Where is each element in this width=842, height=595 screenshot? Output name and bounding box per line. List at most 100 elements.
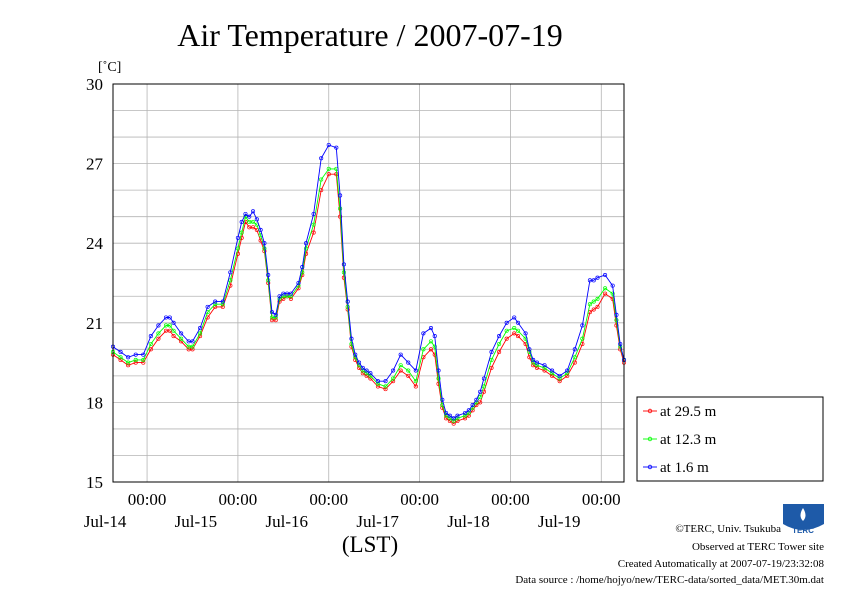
data-point xyxy=(391,379,396,384)
data-point xyxy=(220,304,225,309)
data-point xyxy=(277,294,282,299)
data-point xyxy=(190,339,195,344)
x-tick-date: Jul-14 xyxy=(84,512,127,531)
water-drop-icon xyxy=(800,508,806,521)
data-point xyxy=(375,379,381,384)
data-point xyxy=(186,339,191,344)
data-point xyxy=(360,371,365,376)
data-point xyxy=(451,418,456,424)
data-point xyxy=(375,384,381,389)
data-point xyxy=(338,206,343,211)
data-point xyxy=(179,339,184,344)
x-tick-date: Jul-19 xyxy=(538,512,581,531)
data-point xyxy=(591,278,596,283)
data-point xyxy=(565,368,570,373)
data-point xyxy=(413,384,418,389)
data-point xyxy=(247,225,252,230)
data-point xyxy=(515,334,521,339)
data-point xyxy=(273,318,278,323)
data-point xyxy=(512,326,517,331)
data-point xyxy=(436,376,441,381)
data-point xyxy=(133,357,138,362)
data-point xyxy=(497,341,502,347)
data-point xyxy=(557,376,562,381)
data-point xyxy=(432,334,437,339)
data-point xyxy=(557,373,562,378)
data-point xyxy=(603,291,608,296)
plot-frame xyxy=(112,83,625,483)
data-point xyxy=(550,371,555,376)
data-point xyxy=(413,368,418,373)
data-point xyxy=(364,373,369,378)
data-point xyxy=(190,347,195,352)
site-text: Observed at TERC Tower site xyxy=(692,541,824,553)
data-point xyxy=(171,320,176,325)
data-point xyxy=(595,275,600,280)
data-point xyxy=(542,368,547,373)
data-point xyxy=(205,304,210,309)
data-point xyxy=(345,299,350,304)
data-point xyxy=(447,416,452,421)
y-tick-labels: 15 18 21 24 27 30 xyxy=(86,75,104,492)
data-point xyxy=(489,349,494,355)
data-point xyxy=(326,166,331,171)
data-point xyxy=(311,230,316,235)
data-point xyxy=(497,334,502,339)
data-point xyxy=(179,336,184,341)
y-tick-label: 30 xyxy=(86,75,103,94)
data-point xyxy=(213,302,218,307)
data-series xyxy=(110,142,627,426)
data-point xyxy=(220,299,225,304)
data-point xyxy=(126,363,131,368)
data-point xyxy=(262,241,267,246)
data-point xyxy=(444,416,449,421)
data-point xyxy=(288,296,293,301)
data-point xyxy=(523,331,528,336)
data-point xyxy=(580,336,585,341)
data-point xyxy=(462,413,468,418)
y-axis-unit: [˚C] xyxy=(98,60,121,75)
data-point xyxy=(148,347,153,352)
data-point xyxy=(428,326,434,331)
data-point xyxy=(341,262,346,267)
data-point xyxy=(550,373,555,378)
data-point xyxy=(497,349,502,355)
data-point xyxy=(251,209,256,214)
data-point xyxy=(126,355,131,360)
data-point xyxy=(398,363,403,368)
data-point xyxy=(550,368,555,373)
data-point xyxy=(341,270,346,275)
y-tick-label: 27 xyxy=(86,155,104,174)
data-point xyxy=(300,265,305,270)
data-point xyxy=(481,384,486,389)
data-point xyxy=(512,315,517,320)
data-point xyxy=(610,291,615,296)
legend-swatch-marker xyxy=(647,436,653,442)
data-point xyxy=(133,360,138,365)
x-tick-time: 00:00 xyxy=(582,490,621,509)
data-point xyxy=(462,416,468,421)
terc-logo: TERC xyxy=(783,504,824,535)
data-point xyxy=(587,302,592,307)
data-point xyxy=(474,397,479,402)
legend: at 29.5 m at 12.3 m at 1.6 m xyxy=(636,396,824,482)
data-point xyxy=(251,225,256,230)
data-point xyxy=(266,272,271,278)
x-tick-date: Jul-18 xyxy=(447,512,490,531)
data-point xyxy=(383,384,388,389)
data-point xyxy=(542,363,547,368)
data-point xyxy=(428,347,434,352)
data-point xyxy=(375,381,381,386)
data-point xyxy=(148,341,153,347)
data-point xyxy=(451,421,456,426)
data-point xyxy=(391,368,396,373)
data-point xyxy=(251,219,256,225)
data-point xyxy=(311,222,316,227)
legend-label: at 1.6 m xyxy=(660,460,709,476)
data-point xyxy=(364,371,369,376)
x-tick-date: Jul-16 xyxy=(266,512,309,531)
data-point xyxy=(273,312,278,317)
data-point xyxy=(383,387,388,392)
data-point xyxy=(163,328,169,333)
x-tick-time: 00:00 xyxy=(400,490,439,509)
